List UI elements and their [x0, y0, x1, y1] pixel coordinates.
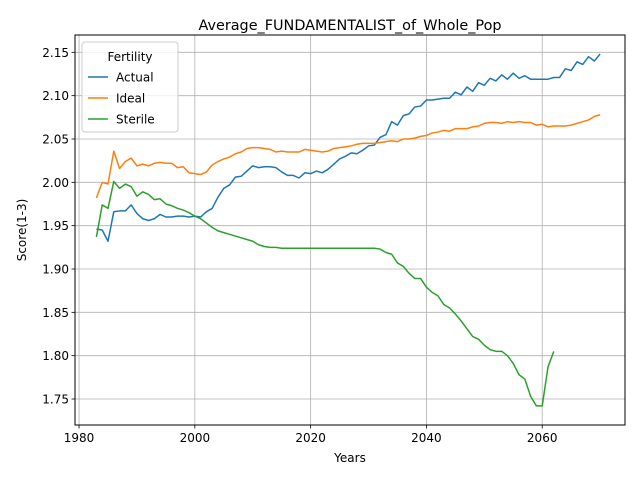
legend: Fertility Actual Ideal Sterile: [81, 41, 179, 133]
legend-label-ideal: Ideal: [116, 92, 145, 106]
y-tick-label: 2.05: [42, 133, 69, 147]
legend-label-actual: Actual: [116, 71, 154, 85]
y-tick-label: 1.85: [42, 306, 69, 320]
y-axis-label: Score(1-3): [15, 199, 29, 262]
x-tick-label: 2040: [411, 431, 442, 445]
plot-frame: [74, 34, 626, 426]
y-axis-ticks: 1.75 1.80 1.85 1.90 1.95 2.00 2.05 2.10 2.15: [42, 46, 75, 407]
legend-box: [81, 41, 179, 133]
chart-title: Average_FUNDAMENTALIST_of_Whole_Pop: [198, 18, 501, 34]
x-tick-label: 2060: [527, 431, 558, 445]
y-tick-label: 2.00: [42, 176, 69, 190]
series-lines: [95, 53, 601, 407]
x-axis-label: Years: [333, 451, 366, 465]
x-tick-label: 2000: [180, 431, 211, 445]
legend-title: Fertility: [107, 50, 152, 64]
legend-label-sterile: Sterile: [116, 113, 155, 127]
x-tick-label: 1980: [64, 431, 95, 445]
y-tick-label: 1.80: [42, 349, 69, 363]
y-tick-label: 1.90: [42, 263, 69, 277]
y-tick-label: 1.95: [42, 219, 69, 233]
y-tick-label: 2.15: [42, 46, 69, 60]
x-tick-label: 2020: [295, 431, 326, 445]
y-tick-label: 1.75: [42, 393, 69, 407]
x-axis-ticks: 1980 2000 2020 2040 2060: [64, 425, 558, 445]
y-tick-label: 2.10: [42, 89, 69, 103]
grid: [75, 35, 625, 425]
series-line-ideal: [95, 114, 601, 199]
series-line-sterile: [95, 180, 555, 407]
series-line-actual: [96, 53, 601, 243]
